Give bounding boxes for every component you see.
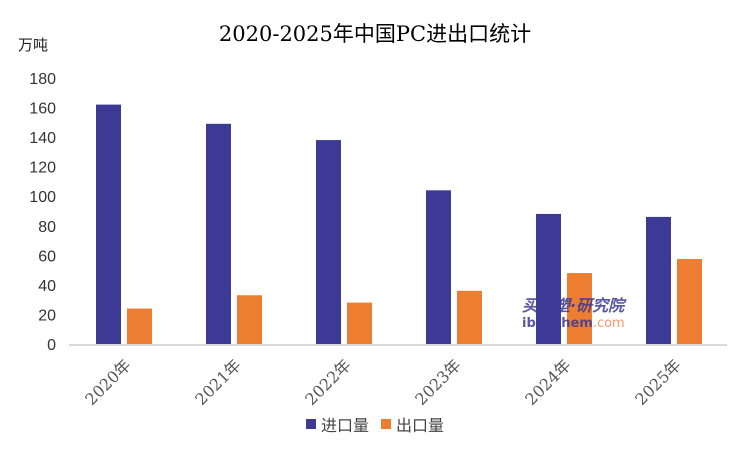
- chart-title: 2020-2025年中国PC进出口统计: [218, 22, 532, 46]
- y-tick-label: 40: [38, 278, 56, 295]
- y-tick-label: 160: [29, 101, 56, 118]
- bar-export: [347, 302, 372, 344]
- watermark-logo: 买化塑·研究院 ibuychem.com: [522, 292, 625, 331]
- bar-export: [457, 290, 482, 344]
- bar-export: [237, 295, 262, 344]
- legend: 进口量 出口量: [0, 412, 750, 436]
- y-tick-label: 120: [29, 160, 56, 177]
- legend-label: 出口量: [396, 416, 445, 435]
- x-tick-label: 2025年: [631, 355, 685, 409]
- legend-label: 进口量: [320, 416, 369, 435]
- y-axis-unit: 万吨: [18, 36, 49, 54]
- x-tick-label: 2023年: [411, 355, 465, 409]
- y-tick-label: 140: [29, 130, 56, 147]
- bar-import: [96, 104, 121, 344]
- bar-export: [567, 273, 592, 344]
- legend-swatch: [305, 419, 316, 429]
- bar-import: [206, 123, 231, 344]
- bar-import: [646, 216, 671, 344]
- bar-import: [316, 140, 341, 344]
- y-tick-label: 80: [38, 219, 56, 236]
- x-tick-label: 2022年: [301, 355, 355, 409]
- x-tick-label: 2024年: [521, 355, 575, 409]
- x-tick-label: 2021年: [191, 355, 245, 409]
- y-tick-label: 20: [38, 307, 56, 324]
- y-tick-label: 180: [29, 71, 56, 88]
- y-tick-label: 0: [47, 337, 56, 354]
- legend-item: 进口量: [305, 412, 369, 436]
- legend-item: 出口量: [381, 412, 444, 436]
- bar-export: [127, 308, 152, 344]
- y-tick-label: 60: [38, 248, 56, 265]
- x-tick-label: 2020年: [81, 355, 135, 409]
- watermark-text: 买化塑·研究院: [522, 296, 625, 315]
- watermark-url-main: ibuychem: [522, 316, 593, 331]
- bar-import: [536, 213, 561, 344]
- bar-export: [677, 259, 702, 344]
- legend-swatch: [381, 419, 391, 429]
- y-tick-label: 100: [29, 189, 56, 206]
- bar-import: [426, 190, 451, 344]
- watermark-url-domain: .com: [592, 316, 625, 331]
- watermark-url: ibuychem.com: [522, 316, 625, 331]
